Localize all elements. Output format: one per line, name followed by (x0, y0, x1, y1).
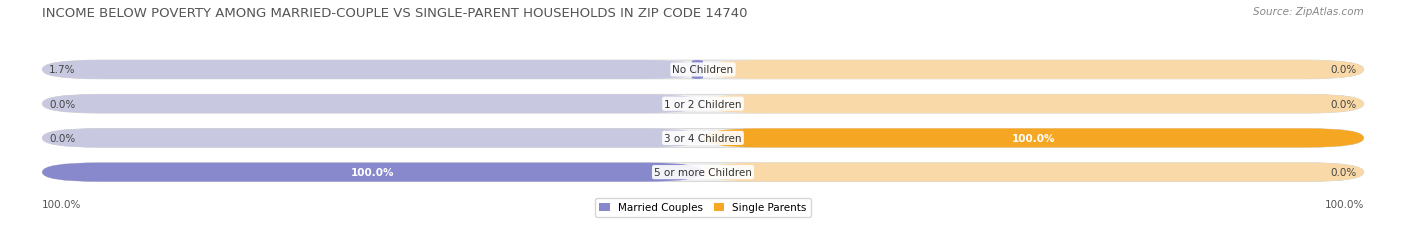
FancyBboxPatch shape (692, 61, 703, 79)
FancyBboxPatch shape (703, 95, 1364, 114)
Text: 0.0%: 0.0% (49, 133, 76, 143)
Text: 5 or more Children: 5 or more Children (654, 167, 752, 177)
Text: 0.0%: 0.0% (1330, 167, 1357, 177)
Text: 100.0%: 100.0% (1324, 199, 1364, 209)
Legend: Married Couples, Single Parents: Married Couples, Single Parents (595, 198, 811, 217)
Text: 0.0%: 0.0% (49, 99, 76, 109)
FancyBboxPatch shape (42, 129, 703, 148)
Text: 1 or 2 Children: 1 or 2 Children (664, 99, 742, 109)
Text: 100.0%: 100.0% (1012, 133, 1054, 143)
FancyBboxPatch shape (42, 95, 703, 114)
Text: 0.0%: 0.0% (1330, 99, 1357, 109)
FancyBboxPatch shape (703, 129, 1364, 148)
FancyBboxPatch shape (42, 163, 703, 182)
Text: INCOME BELOW POVERTY AMONG MARRIED-COUPLE VS SINGLE-PARENT HOUSEHOLDS IN ZIP COD: INCOME BELOW POVERTY AMONG MARRIED-COUPL… (42, 7, 748, 20)
Text: 1.7%: 1.7% (49, 65, 76, 75)
FancyBboxPatch shape (42, 163, 703, 182)
Text: 100.0%: 100.0% (352, 167, 394, 177)
FancyBboxPatch shape (703, 163, 1364, 182)
FancyBboxPatch shape (703, 129, 1364, 148)
Text: No Children: No Children (672, 65, 734, 75)
Text: 0.0%: 0.0% (1330, 65, 1357, 75)
FancyBboxPatch shape (42, 61, 703, 79)
FancyBboxPatch shape (42, 163, 1364, 182)
Text: 3 or 4 Children: 3 or 4 Children (664, 133, 742, 143)
Text: 100.0%: 100.0% (42, 199, 82, 209)
FancyBboxPatch shape (703, 61, 1364, 79)
Text: Source: ZipAtlas.com: Source: ZipAtlas.com (1253, 7, 1364, 17)
FancyBboxPatch shape (42, 61, 1364, 79)
FancyBboxPatch shape (42, 129, 1364, 148)
FancyBboxPatch shape (42, 95, 1364, 114)
